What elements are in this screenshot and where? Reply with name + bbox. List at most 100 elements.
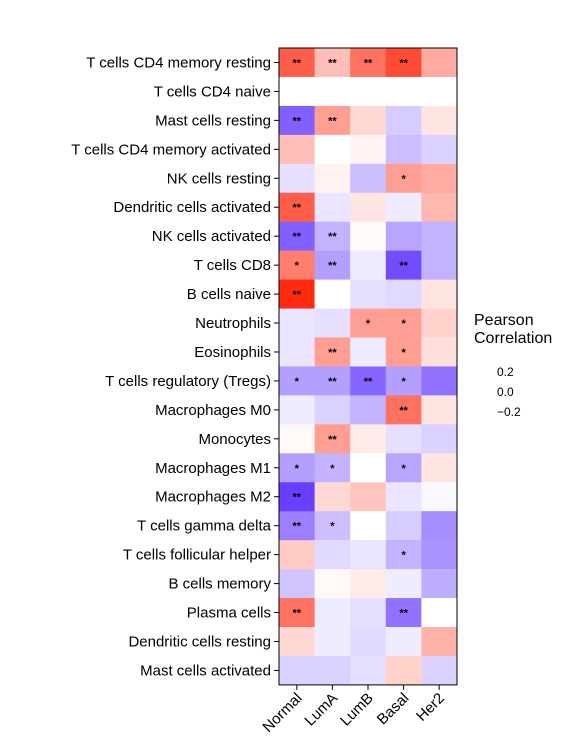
heatmap-cell: [421, 598, 458, 628]
heatmap-cell: [385, 337, 422, 367]
heatmap-cell: [314, 540, 351, 570]
legend-title-line1: Pearson: [474, 312, 534, 329]
row-label: T cells CD8: [194, 257, 271, 274]
heatmap-cell: [385, 163, 422, 194]
heatmap-cell: [421, 482, 458, 512]
heatmap-cell: [350, 511, 387, 541]
row-label: Macrophages M1: [155, 460, 271, 477]
heatmap-cell: [350, 105, 387, 136]
significance-mark: **: [293, 289, 302, 301]
row-label: T cells follicular helper: [123, 547, 271, 564]
heatmap-cell: [314, 482, 351, 512]
legend-label-high: 0.2: [497, 365, 514, 379]
heatmap-cell: [350, 134, 387, 165]
heatmap-cell: [279, 308, 316, 338]
heatmap-cell: [421, 655, 458, 686]
row-label: Plasma cells: [187, 605, 271, 622]
row-label: Dendritic cells resting: [128, 633, 271, 650]
heatmap-cell: [385, 424, 422, 454]
significance-mark: *: [401, 463, 406, 475]
heatmap-cell: [314, 134, 351, 165]
heatmap-cell: [350, 627, 387, 657]
heatmap-cell: [421, 540, 458, 570]
heatmap-cell: [385, 308, 422, 338]
column-label: Normal: [259, 690, 305, 736]
heatmap-cells: [279, 48, 458, 686]
heatmap-cell: [350, 540, 387, 570]
significance-mark: *: [401, 173, 406, 185]
significance-mark: *: [401, 550, 406, 562]
heatmap-cell: [350, 395, 387, 425]
heatmap-cell: [421, 279, 458, 310]
heatmap-cell: [350, 76, 387, 107]
heatmap-cell: [314, 453, 351, 483]
significance-mark: **: [364, 376, 373, 388]
row-label: NK cells activated: [152, 228, 271, 245]
row-label: T cells CD4 memory resting: [86, 54, 271, 71]
heatmap-cell: [421, 192, 458, 223]
heatmap-cell: [279, 598, 316, 628]
heatmap-cell: [385, 482, 422, 512]
heatmap-cell: [314, 76, 351, 107]
heatmap-cell: [279, 192, 316, 223]
heatmap-cell: [350, 337, 387, 367]
row-label: B cells naive: [187, 286, 271, 303]
heatmap-cell: [385, 540, 422, 570]
heatmap-cell: [385, 250, 422, 281]
heatmap-cell: [385, 569, 422, 599]
heatmap-cell: [279, 627, 316, 657]
heatmap-cell: [421, 105, 458, 136]
heatmap-cell: [385, 453, 422, 483]
significance-mark: **: [328, 260, 337, 272]
significance-mark: **: [328, 347, 337, 359]
significance-mark: *: [401, 347, 406, 359]
heatmap-cell: [385, 655, 422, 686]
heatmap-cell: [279, 76, 316, 107]
heatmap-cell: [279, 163, 316, 194]
heatmap-cell: [314, 250, 351, 281]
heatmap-cell: [314, 337, 351, 367]
heatmap-cell: [314, 424, 351, 454]
significance-mark: **: [328, 57, 337, 69]
legend-label-low: −0.2: [497, 405, 521, 419]
heatmap-cell: [385, 221, 422, 252]
heatmap-cell: [385, 395, 422, 425]
legend-label-mid: 0.0: [497, 385, 514, 399]
heatmap-cell: [314, 395, 351, 425]
row-label: Monocytes: [198, 431, 271, 448]
significance-mark: **: [293, 608, 302, 620]
heatmap-cell: [350, 366, 387, 396]
significance-mark: **: [364, 57, 373, 69]
heatmap-cell: [314, 163, 351, 194]
significance-mark: *: [295, 463, 300, 475]
heatmap-cell: [385, 105, 422, 136]
row-label: T cells CD4 memory activated: [71, 141, 271, 158]
heatmap-cell: [279, 540, 316, 570]
significance-mark: **: [293, 521, 302, 533]
heatmap-cell: [421, 337, 458, 367]
significance-mark: *: [401, 376, 406, 388]
heatmap-cell: [385, 279, 422, 310]
heatmap-cell: [350, 192, 387, 223]
heatmap-cell: [279, 337, 316, 367]
row-label: T cells CD4 naive: [154, 83, 271, 100]
heatmap-cell: [314, 366, 351, 396]
heatmap-cell: [421, 569, 458, 599]
row-label: T cells gamma delta: [137, 518, 272, 535]
row-label: Macrophages M0: [155, 402, 271, 419]
significance-mark: *: [366, 318, 371, 330]
heatmap-cell: [279, 395, 316, 425]
heatmap-cell: [314, 627, 351, 657]
axis-ticks: [274, 61, 440, 690]
heatmap-cell: [350, 250, 387, 281]
heatmap-cell: [279, 366, 316, 396]
heatmap-cell: [350, 279, 387, 310]
heatmap-cell: [421, 250, 458, 281]
heatmap-cell: [314, 308, 351, 338]
row-label: T cells regulatory (Tregs): [105, 373, 271, 390]
heatmap-cell: [279, 482, 316, 512]
significance-mark: **: [399, 260, 408, 272]
heatmap-cell: [314, 598, 351, 628]
